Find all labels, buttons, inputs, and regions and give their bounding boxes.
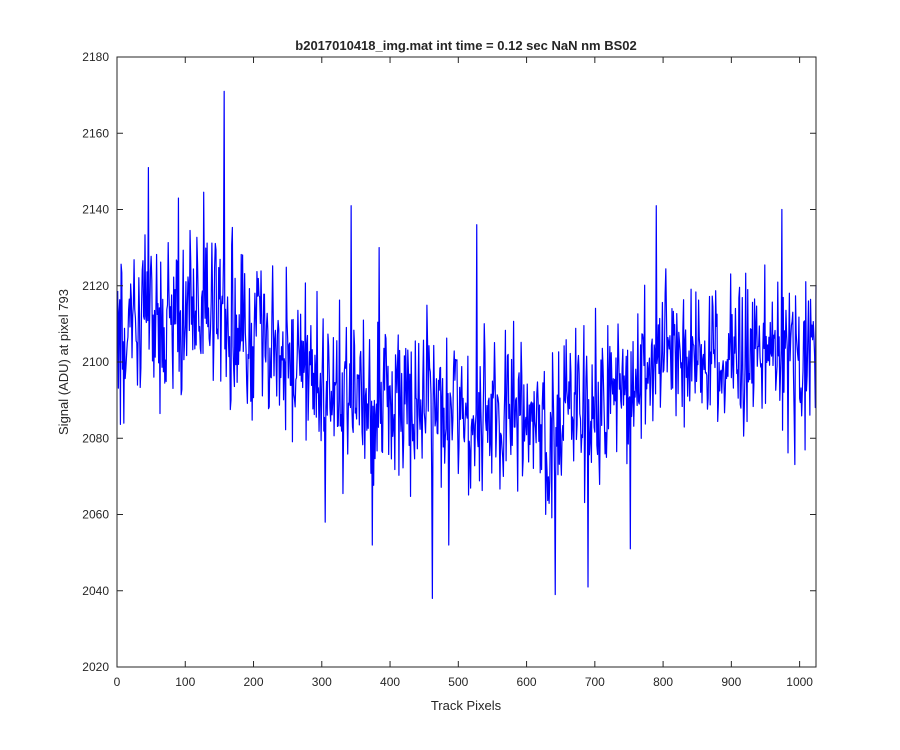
x-axis-label: Track Pixels (431, 698, 502, 713)
y-tick-label: 2160 (82, 126, 109, 140)
y-tick-label: 2040 (82, 584, 109, 598)
y-tick-label: 2060 (82, 508, 109, 522)
y-tick-label: 2120 (82, 279, 109, 293)
x-tick-label: 100 (175, 675, 195, 689)
x-tick-label: 300 (312, 675, 332, 689)
x-tick-label: 400 (380, 675, 400, 689)
x-tick-label: 600 (517, 675, 537, 689)
tick-layer: 0 100 200 300 400 500 600 700 800 900 1000 2020 2040… (82, 50, 816, 689)
series-line-signal (117, 90, 817, 599)
data-layer (117, 90, 817, 599)
y-tick-label: 2100 (82, 355, 109, 369)
x-tick-label: 0 (114, 675, 121, 689)
y-axis-label: Signal (ADU) at pixel 793 (56, 289, 71, 435)
y-tick-label: 2020 (82, 660, 109, 674)
chart-title: b2017010418_img.mat int time = 0.12 sec … (295, 38, 636, 53)
y-tick-label: 2140 (82, 203, 109, 217)
x-tick-label: 900 (721, 675, 741, 689)
x-tick-label: 700 (585, 675, 605, 689)
x-tick-label: 1000 (786, 675, 813, 689)
y-tick-label: 2080 (82, 431, 109, 445)
x-tick-label: 500 (448, 675, 468, 689)
x-tick-label: 200 (244, 675, 264, 689)
x-tick-label: 800 (653, 675, 673, 689)
y-tick-label: 2180 (82, 50, 109, 64)
